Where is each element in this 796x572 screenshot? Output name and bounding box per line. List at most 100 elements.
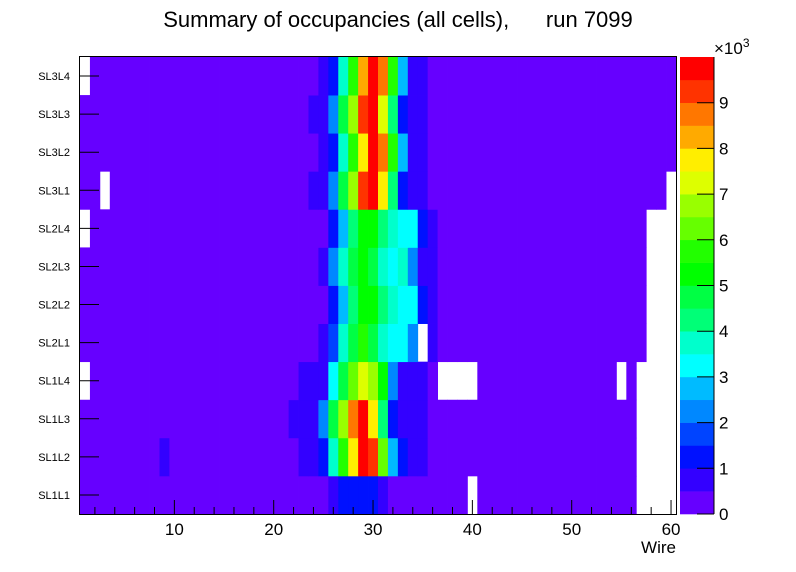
heatmap-cell — [278, 323, 289, 363]
heatmap-cell — [546, 171, 558, 210]
heatmap-cell — [268, 209, 280, 248]
heatmap-cell — [169, 133, 180, 172]
heatmap-cell — [189, 133, 200, 172]
heatmap-cell — [169, 323, 180, 363]
heatmap-cell — [129, 133, 140, 172]
heatmap-cell — [427, 323, 438, 363]
heatmap-cell — [427, 437, 438, 477]
heatmap-cell — [268, 57, 280, 96]
heatmap-cell — [507, 247, 518, 286]
heatmap-cell — [447, 437, 458, 477]
heatmap-cell — [149, 209, 160, 248]
heatmap-cell — [636, 285, 647, 324]
heatmap-cell — [298, 437, 309, 477]
heatmap-cell — [556, 133, 568, 172]
heatmap-cell — [626, 399, 637, 439]
heatmap-cell — [378, 95, 389, 134]
heatmap-cell — [298, 171, 309, 210]
heatmap-cell — [407, 285, 419, 324]
heatmap-cell — [417, 475, 429, 515]
color-scale-band — [680, 285, 714, 309]
heatmap-cell — [139, 361, 150, 401]
heatmap-cell — [447, 57, 458, 96]
heatmap-cell — [527, 323, 538, 363]
heatmap-cell — [596, 475, 607, 515]
y-tick-label: SL1L3 — [38, 414, 70, 426]
heatmap-cell — [556, 171, 568, 210]
heatmap-cell — [248, 95, 260, 134]
heatmap-cell — [368, 57, 379, 96]
heatmap-cell — [527, 171, 538, 210]
heatmap-cell — [387, 361, 399, 401]
heatmap-cell — [437, 475, 448, 515]
heatmap-cell — [437, 285, 448, 324]
heatmap-cell — [328, 323, 339, 363]
heatmap-cell — [517, 437, 528, 477]
heatmap-cell — [268, 437, 280, 477]
heatmap-cell — [119, 57, 131, 96]
heatmap-cell — [338, 171, 349, 210]
heatmap-cell — [328, 437, 339, 477]
heatmap-cell — [179, 475, 190, 515]
heatmap-cell — [527, 95, 538, 134]
heatmap-cell — [566, 323, 578, 363]
heatmap-cell — [497, 475, 508, 515]
heatmap-cell — [99, 247, 111, 286]
heatmap-cell — [596, 361, 607, 401]
heatmap-cell — [437, 399, 448, 439]
heatmap-cell — [467, 285, 478, 324]
heatmap-cell — [517, 209, 528, 248]
heatmap-cell — [397, 57, 409, 96]
heatmap-cell — [576, 95, 587, 134]
heatmap-cell — [328, 247, 339, 286]
heatmap-cell — [308, 437, 319, 477]
heatmap-cell — [169, 95, 180, 134]
heatmap-cell — [189, 57, 200, 96]
heatmap-cell — [139, 437, 150, 477]
heatmap-cell — [447, 285, 458, 324]
heatmap-cell — [149, 95, 160, 134]
heatmap-cell — [229, 437, 240, 477]
heatmap-cell — [457, 323, 468, 363]
heatmap-cell — [308, 133, 319, 172]
heatmap-cell — [527, 247, 538, 286]
heatmap-cell — [397, 437, 409, 477]
heatmap-cell — [238, 399, 250, 439]
heatmap-cell — [209, 437, 220, 477]
heatmap-cell — [169, 247, 180, 286]
heatmap-cell — [497, 57, 508, 96]
heatmap-cell — [159, 475, 170, 515]
heatmap-cell — [457, 247, 468, 286]
color-scale-band — [680, 125, 714, 149]
heatmap-cell — [447, 247, 458, 286]
heatmap-cell — [407, 57, 419, 96]
heatmap-cell — [368, 399, 379, 439]
heatmap-cell — [387, 285, 399, 324]
heatmap-cell — [248, 133, 260, 172]
heatmap-cell — [417, 361, 429, 401]
heatmap-cell — [179, 247, 190, 286]
heatmap-cell — [457, 475, 468, 515]
heatmap-cell — [149, 323, 160, 363]
heatmap-cell — [596, 171, 607, 210]
heatmap-cell — [507, 475, 518, 515]
heatmap-cell — [199, 475, 210, 515]
heatmap-cell — [189, 437, 200, 477]
heatmap-cell — [368, 171, 379, 210]
heatmap-cell — [576, 171, 587, 210]
heatmap-cell — [487, 285, 498, 324]
heatmap-cell — [179, 323, 190, 363]
heatmap-cell — [209, 133, 220, 172]
heatmap-cell — [427, 57, 438, 96]
heatmap-cell — [258, 209, 270, 248]
heatmap-cell — [517, 285, 528, 324]
heatmap-cell — [99, 323, 111, 363]
heatmap-cell — [467, 247, 478, 286]
heatmap-cell — [546, 285, 558, 324]
heatmap-cell — [199, 209, 210, 248]
heatmap-cell — [318, 209, 329, 248]
heatmap-cell — [368, 209, 379, 248]
heatmap-cell — [596, 437, 607, 477]
heatmap-cell — [358, 133, 369, 172]
heatmap-cell — [258, 95, 270, 134]
